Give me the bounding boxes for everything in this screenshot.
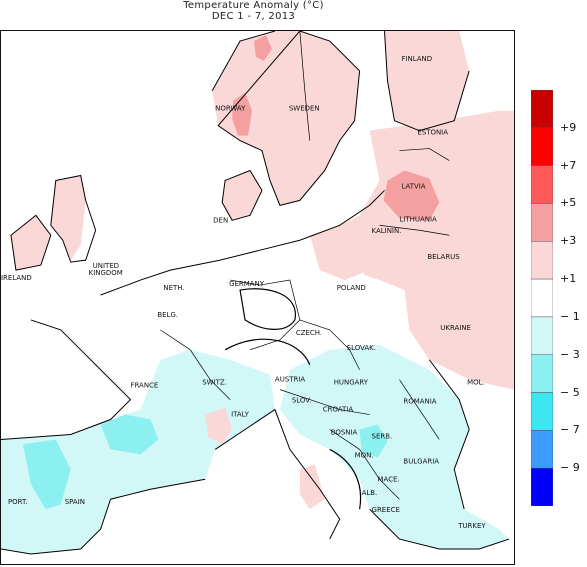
label-neth: NETH. <box>163 284 184 292</box>
colorbar <box>531 90 553 506</box>
label-mon: MON. <box>355 451 374 459</box>
colorbar-label: +3 <box>560 234 577 248</box>
label-austria: AUSTRIA <box>275 376 305 384</box>
label-poland: POLAND <box>337 284 366 292</box>
country-borders <box>160 31 450 500</box>
label-mol: MOL. <box>467 379 485 387</box>
france-cooler-patch <box>100 414 159 455</box>
colorbar-swatch <box>531 467 553 506</box>
label-ukraine: UKRAINE <box>440 324 471 332</box>
label-estonia: ESTONIA <box>417 129 448 137</box>
country-labels: FINLAND NORWAY SWEDEN ESTONIA LATVIA LIT… <box>1 55 486 530</box>
map-title: Temperature Anomaly (°C) <box>183 0 324 11</box>
colorbar-label: − 9 <box>560 461 580 475</box>
colorbar-label: +7 <box>560 158 577 172</box>
colorbar-swatch <box>531 203 553 242</box>
colorbar-label: +1 <box>560 272 577 286</box>
label-bulgaria: BULGARIA <box>403 457 439 465</box>
finland-warm-area <box>384 31 470 131</box>
label-serb: SERB. <box>372 432 393 440</box>
greece-warm-patch <box>299 464 325 510</box>
label-slovak: SLOVAK. <box>347 344 376 352</box>
poland-warm-patch <box>309 225 370 281</box>
label-czech: CZECH. <box>296 329 322 337</box>
colorbar-swatch <box>531 241 553 280</box>
label-belarus: BELARUS <box>427 253 460 261</box>
label-belg: BELG. <box>157 311 178 319</box>
label-kingdom: KINGDOM <box>89 269 123 277</box>
colorbar-label: − 3 <box>560 347 580 361</box>
colorbar-swatch <box>531 278 553 318</box>
colorbar-label: − 7 <box>560 423 580 437</box>
label-croatia: CROATIA <box>323 406 354 414</box>
label-romania: ROMANIA <box>403 398 436 406</box>
label-italy: ITALY <box>231 411 249 419</box>
label-turkey: TURKEY <box>457 522 486 530</box>
label-finland: FINLAND <box>401 55 432 63</box>
colorbar-swatch <box>531 90 553 129</box>
label-kalinin: KALININ. <box>372 227 402 235</box>
southeast-cool-area <box>279 344 510 550</box>
colorbar-label: − 1 <box>560 309 580 323</box>
colorbar-swatch <box>531 392 553 431</box>
label-switz: SWITZ. <box>202 379 227 387</box>
italy-warm-patch <box>205 407 233 445</box>
uk-warm-area <box>50 175 86 261</box>
north-norway-warmer-patch <box>254 35 272 61</box>
label-port: PORT. <box>8 498 28 506</box>
label-united: UNITED <box>93 262 119 270</box>
latvia-warmer-patch <box>383 170 440 221</box>
label-ireland: IRELAND <box>1 274 32 282</box>
colorbar-swatch <box>531 165 553 204</box>
colorbar-label: +5 <box>560 196 577 210</box>
denmark-warm-area <box>222 170 262 221</box>
colorbar-swatch <box>531 316 553 355</box>
label-slov: SLOV. <box>292 397 312 405</box>
serbia-cooler-patch <box>359 424 388 458</box>
east-warm-area <box>329 110 514 390</box>
anomaly-map: FINLAND NORWAY SWEDEN ESTONIA LATVIA LIT… <box>0 30 515 565</box>
label-greece: GREECE <box>372 506 400 514</box>
coastlines <box>1 31 510 555</box>
spain-cooler-patch <box>22 439 71 510</box>
colorbar-swatch <box>531 127 553 166</box>
map-subtitle: DEC 1 - 7, 2013 <box>211 11 296 22</box>
anomaly-shading <box>1 31 514 554</box>
colorbar-swatch <box>531 354 553 393</box>
colorbar-label: − 5 <box>560 385 580 399</box>
label-latvia: LATVIA <box>401 182 425 190</box>
ireland-warm-area <box>10 215 51 271</box>
label-france: FRANCE <box>130 382 158 390</box>
colorbar-label: +9 <box>560 120 577 134</box>
scandinavia-warm-area <box>212 31 360 206</box>
label-germany: GERMANY <box>229 280 265 288</box>
colorbar-swatch <box>531 430 553 469</box>
anomaly-contours <box>224 288 362 510</box>
label-alb: ALB. <box>362 489 378 497</box>
label-sweden: SWEDEN <box>289 105 320 113</box>
label-hungary: HUNGARY <box>334 379 369 387</box>
label-lithuania: LITHUANIA <box>399 215 437 223</box>
label-bosnia: BOSNIA <box>331 428 358 436</box>
label-norway: NORWAY <box>215 105 246 113</box>
label-spain: SPAIN <box>65 498 85 506</box>
label-den: DEN <box>213 216 228 224</box>
label-mace: MACE. <box>378 475 400 483</box>
